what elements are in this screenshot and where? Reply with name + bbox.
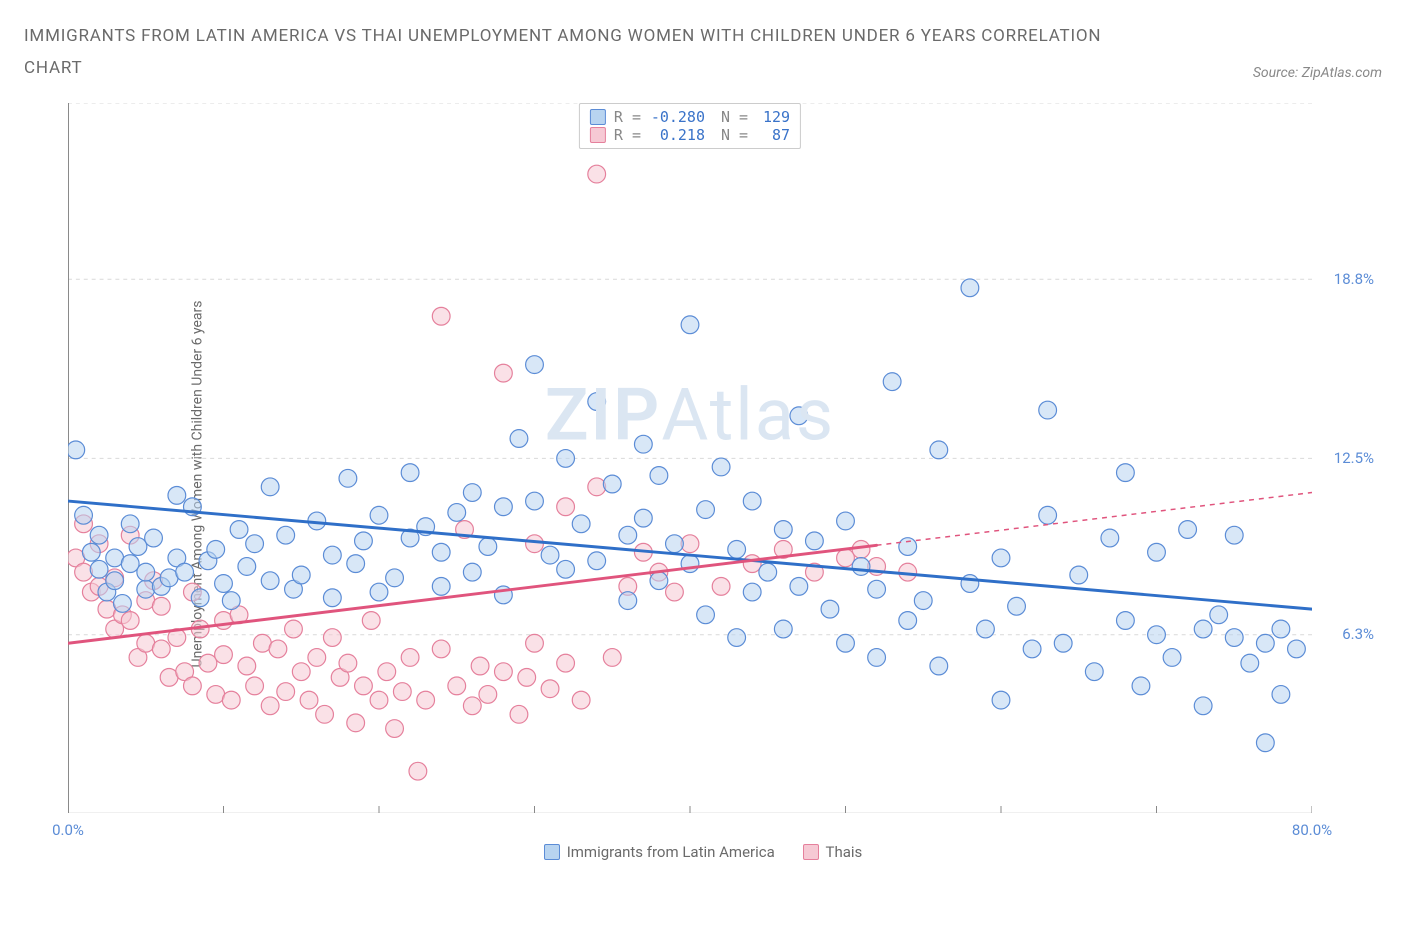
source-label: Source: ZipAtlas.com	[1253, 65, 1382, 81]
x-tick-label: 0.0%	[52, 821, 84, 839]
legend-swatch-blue	[590, 109, 606, 125]
y-tick-label: 18.8%	[1334, 270, 1374, 288]
legend-row: R = 0.218 N = 87	[590, 126, 790, 144]
legend-item-latin: Immigrants from Latin America	[544, 843, 775, 861]
scatter-chart	[68, 103, 1312, 814]
y-tick-label: 6.3%	[1342, 625, 1374, 643]
legend-swatch-pink	[803, 844, 819, 860]
chart-title: IMMIGRANTS FROM LATIN AMERICA VS THAI UN…	[24, 20, 1124, 85]
legend-series: Immigrants from Latin America Thais	[24, 843, 1382, 864]
x-tick-label: 80.0%	[1292, 821, 1332, 839]
legend-item-thai: Thais	[803, 843, 863, 861]
legend-row: R = -0.280 N = 129	[590, 108, 790, 126]
y-tick-label: 12.5%	[1334, 449, 1374, 467]
legend-stats: R = -0.280 N = 129 R = 0.218 N = 87	[579, 103, 801, 149]
plot-area: R = -0.280 N = 129 R = 0.218 N = 87 ZIPA…	[68, 103, 1312, 814]
legend-swatch-blue	[544, 844, 560, 860]
legend-swatch-pink	[590, 127, 606, 143]
